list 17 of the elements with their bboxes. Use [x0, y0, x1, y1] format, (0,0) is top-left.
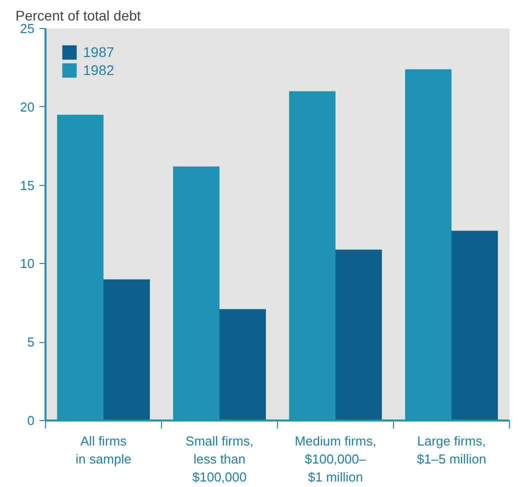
- x-tick-label: Large firms, $1–5 million: [416, 434, 486, 466]
- y-tick-label: 10: [20, 256, 35, 272]
- legend-label: 1982: [83, 62, 114, 78]
- y-tick-label: 20: [20, 99, 35, 114]
- x-tick-label: All firms in sample: [76, 434, 132, 466]
- x-tick-label: Medium firms, $100,000– $1 million: [294, 434, 376, 484]
- bar: [452, 230, 498, 420]
- x-tick-label: Small firms, less than $100,000: [186, 434, 254, 484]
- legend-label: 1987: [83, 44, 114, 60]
- bar: [336, 250, 382, 420]
- y-tick-label: 25: [20, 21, 35, 36]
- y-tick-label: 5: [27, 334, 35, 350]
- y-axis-title: Percent of total debt: [16, 8, 141, 24]
- bar: [104, 279, 150, 420]
- bar: [220, 309, 266, 420]
- y-tick-label: 15: [20, 178, 35, 193]
- y-tick-label: 0: [27, 413, 35, 428]
